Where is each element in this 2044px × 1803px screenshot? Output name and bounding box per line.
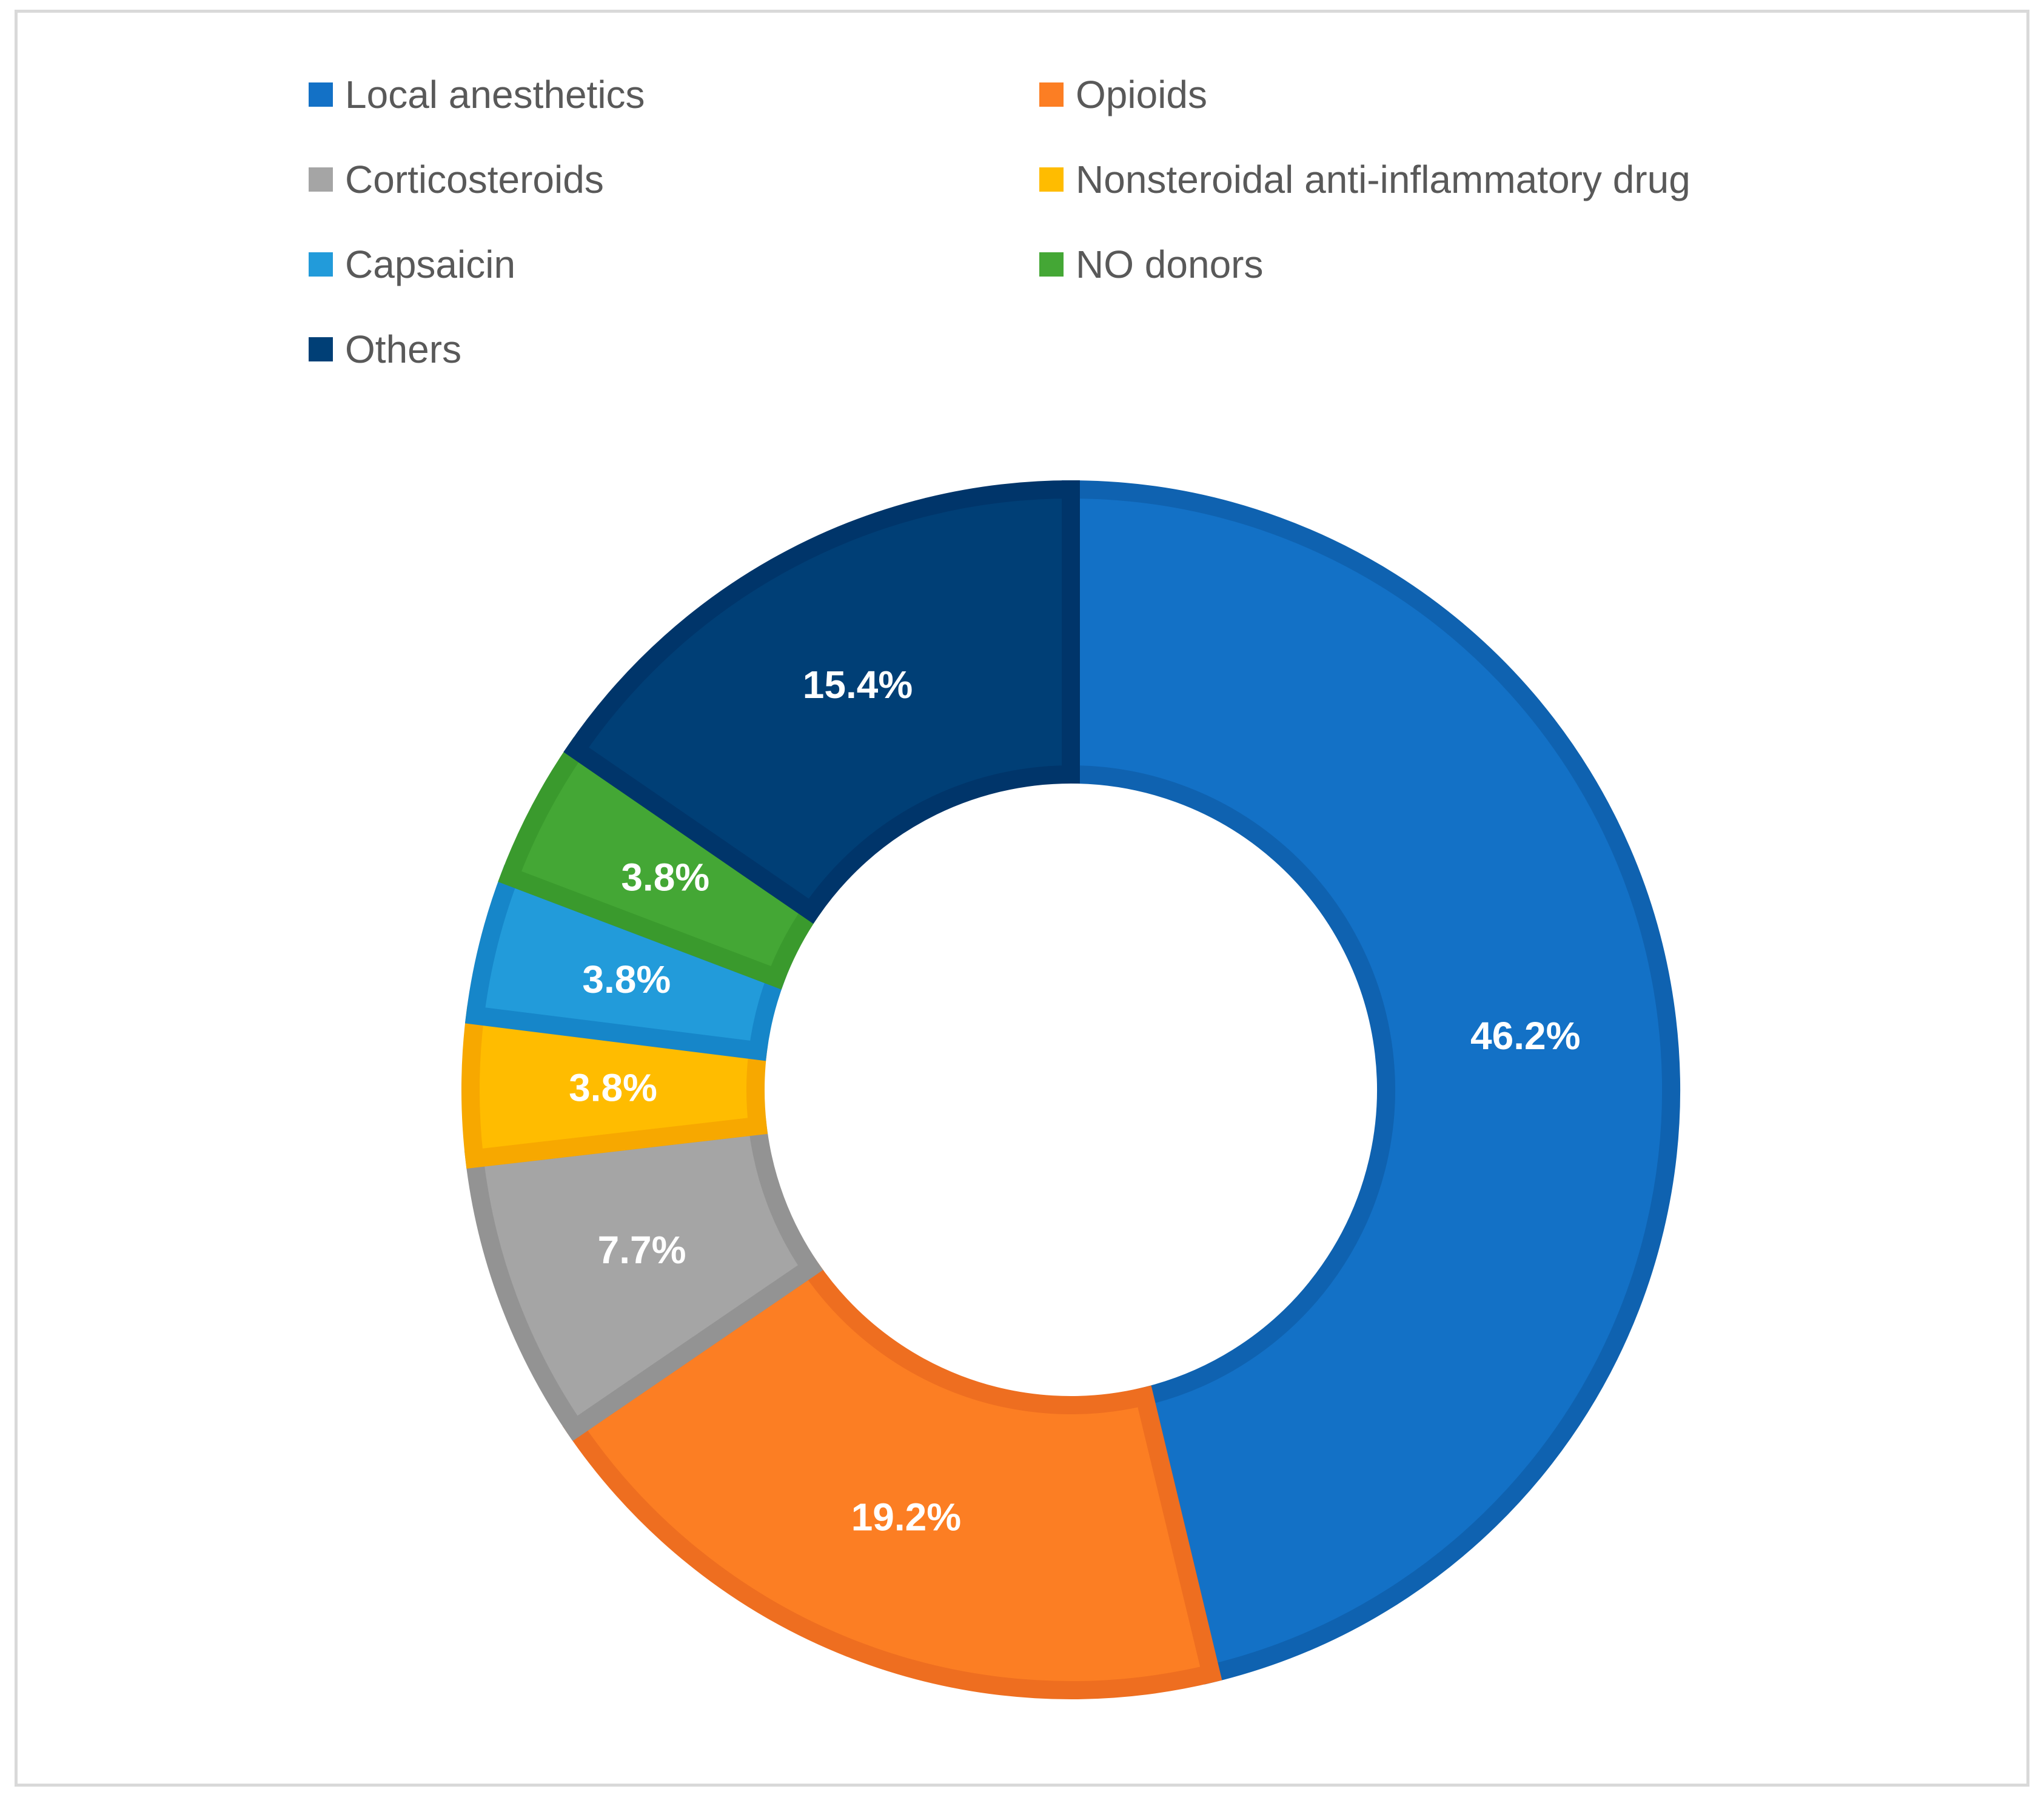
legend-item-others: Others <box>309 325 461 374</box>
legend-swatch <box>1039 82 1064 107</box>
slice-label-corticosteroids: 7.7% <box>598 1228 686 1272</box>
legend-swatch <box>309 337 333 361</box>
legend: Local anesthetics Opioids Corticosteroids N… <box>18 13 2026 401</box>
slice-label-capsaicin: 3.8% <box>582 958 671 1001</box>
legend-label: Local anesthetics <box>345 73 645 116</box>
legend-item-nonsteroidal-anti-inflammatory-drug: Nonsteroidal anti-inflammatory drug <box>1039 155 1690 204</box>
slice-others <box>563 480 1080 924</box>
legend-label: Opioids <box>1076 73 1207 116</box>
slice-label-local-anesthetics: 46.2% <box>1470 1014 1580 1058</box>
legend-item-no-donors: NO donors <box>1039 240 1263 289</box>
chart-frame: Local anesthetics Opioids Corticosteroids N… <box>15 10 2029 1787</box>
slice-opioids <box>562 1255 1222 1699</box>
legend-swatch <box>309 252 333 277</box>
slice-label-opioids: 19.2% <box>851 1495 961 1539</box>
legend-item-capsaicin: Capsaicin <box>309 240 515 289</box>
slice-label-no-donors: 3.8% <box>621 856 709 899</box>
legend-swatch <box>309 167 333 192</box>
legend-label: Capsaicin <box>345 243 516 286</box>
legend-swatch <box>1039 252 1064 277</box>
slice-label-others: 15.4% <box>803 663 913 707</box>
legend-label: Nonsteroidal anti-inflammatory drug <box>1076 158 1690 201</box>
slice-local-anesthetics <box>1062 480 1680 1685</box>
legend-item-corticosteroids: Corticosteroids <box>309 155 604 204</box>
legend-swatch <box>1039 167 1064 192</box>
legend-item-opioids: Opioids <box>1039 70 1207 119</box>
legend-label: NO donors <box>1076 243 1264 286</box>
legend-swatch <box>309 82 333 107</box>
slice-label-nonsteroidal-anti-inflammatory-drug: 3.8% <box>569 1066 657 1109</box>
legend-label: Corticosteroids <box>345 158 604 201</box>
donut-chart: 46.2% 19.2% 7.7% 3.8% 3.8% 3.8% 15.4% <box>461 480 1680 1699</box>
legend-label: Others <box>345 327 462 371</box>
legend-item-local-anesthetics: Local anesthetics <box>309 70 645 119</box>
